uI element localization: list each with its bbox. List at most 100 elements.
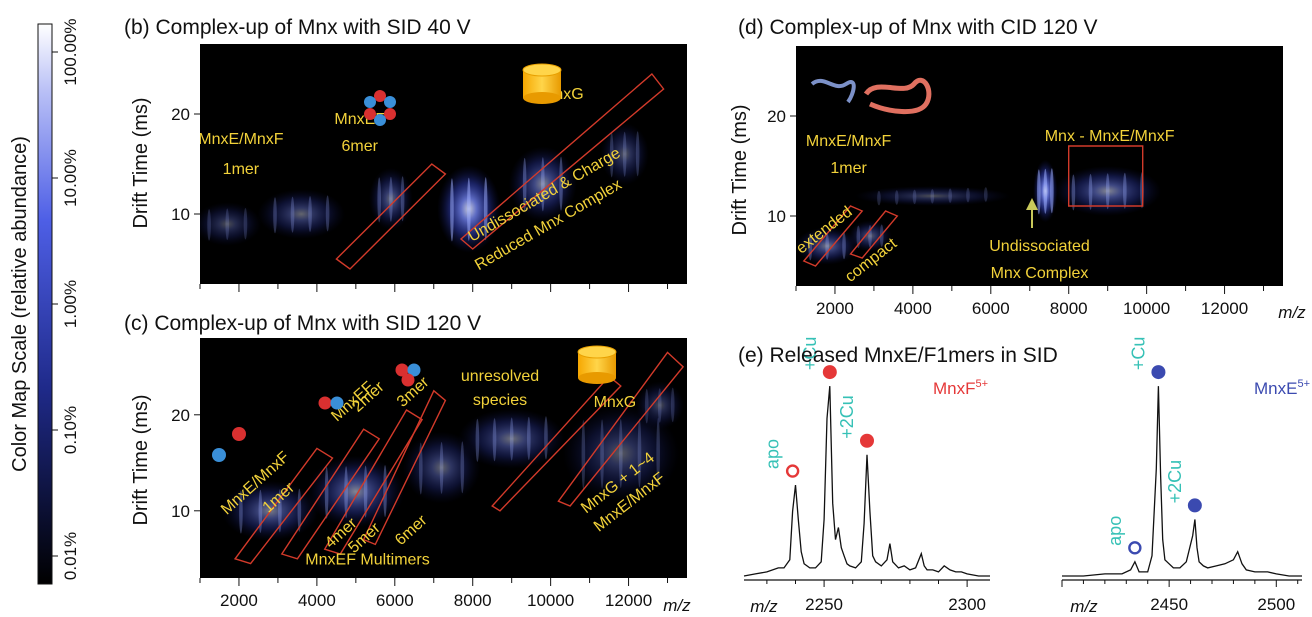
heatmap-streak [509, 417, 514, 461]
x-tick-label: 10000 [1123, 299, 1170, 318]
peak-label: +2Cu [1165, 460, 1185, 504]
region-box [491, 375, 622, 512]
heatmap-streak [894, 190, 899, 205]
x-tick-label: 8000 [1050, 299, 1088, 318]
heatmap-annotation: MnxG [594, 394, 637, 411]
heatmap-blob [635, 381, 685, 430]
y-tick-label: 20 [767, 107, 786, 126]
heatmap-streak [637, 418, 642, 488]
peak-marker-filled [822, 365, 837, 380]
y-tick-label: 10 [171, 502, 190, 521]
region-box [849, 210, 899, 259]
peak-label: +Cu [1128, 337, 1148, 371]
heatmap-streak [622, 131, 627, 177]
panel-b-ylabel: Drift Time (ms) [130, 97, 152, 228]
x-tick-label: 6000 [376, 591, 414, 610]
peak-marker-filled [1187, 498, 1202, 513]
heatmap-streak [1088, 173, 1093, 210]
x-tick-label: 2300 [948, 595, 986, 614]
heatmap-annotation: MnxE/MnxF [198, 131, 284, 148]
region-box [1067, 145, 1144, 207]
mnxg-cylinder-icon [577, 345, 617, 384]
panel-d-title: (d) Complex-up of Mnx with CID 120 V [738, 16, 1097, 39]
heatmap-streak [581, 420, 586, 490]
heatmap-streak [966, 187, 970, 203]
heatmap-streak [460, 441, 465, 494]
heatmap-streak [1123, 172, 1127, 209]
x-tick-label: 10000 [527, 591, 574, 610]
heatmap-streak [644, 388, 649, 424]
heatmap-streak [1050, 168, 1054, 214]
heatmap-streak [877, 190, 881, 206]
peak-marker-open [1128, 541, 1142, 555]
mnxe-monomer-icon [212, 448, 226, 462]
y-tick-label: 20 [171, 406, 190, 425]
peak-label: apo [1105, 516, 1125, 546]
panel-c-ylabel: Drift Time (ms) [130, 394, 152, 525]
region-box [280, 428, 381, 560]
heatmap-streak [207, 209, 211, 241]
spectrum-line [1062, 386, 1302, 577]
x-tick-label: 12000 [1201, 299, 1248, 318]
heatmap-streak [418, 442, 423, 495]
peak-marker-open [785, 464, 800, 478]
heatmap-blob [257, 189, 346, 239]
heatmap-annotation: Undissociated [989, 238, 1090, 255]
panel-e2-xlabel: m/z [1070, 597, 1098, 616]
mnxef-dimer-icon [318, 396, 344, 410]
heatmap-annotation: MnxE/MnxF [806, 133, 892, 150]
heatmap-streak [842, 232, 846, 260]
heatmap-streak [308, 196, 312, 232]
region-box [335, 163, 447, 270]
panel-e1: 2250 2300 apo +Cu +2Cu [743, 337, 990, 614]
x-tick-label: 2450 [1150, 595, 1188, 614]
heatmap-streak [1071, 174, 1076, 211]
heatmap-streak [983, 187, 988, 202]
heatmap-streak [656, 417, 660, 487]
heatmap-annotation: 6mer [342, 138, 379, 155]
heatmap-streak [1037, 169, 1041, 215]
panel-d-xlabel: m/z [1278, 303, 1306, 322]
x-tick-label: 4000 [298, 591, 336, 610]
colorbar-tick-label: 1.00% [61, 280, 80, 328]
heatmap-streak [930, 189, 935, 204]
x-tick-label: 2000 [816, 299, 854, 318]
heatmap-blob [368, 167, 413, 231]
heatmap-streak [618, 418, 623, 489]
x-tick-label: 6000 [972, 299, 1010, 318]
y-tick-label: 10 [767, 207, 786, 226]
heatmap-annotation: unresolved [461, 368, 539, 385]
heatmap-streak [559, 156, 563, 211]
heatmap-blob [508, 146, 577, 222]
heatmap-streak [475, 418, 480, 462]
heatmap-annotation: 1mer [223, 161, 260, 178]
heatmap-streak [635, 131, 640, 177]
heatmap-blob [307, 455, 405, 528]
heatmap-annotation: 1mer [830, 160, 867, 177]
heatmap-streak [483, 177, 488, 241]
colorbar-tick-label: 0.10% [61, 406, 80, 454]
heatmap-blob [200, 202, 262, 246]
heatmap-streak [290, 196, 295, 233]
region-box [802, 205, 864, 267]
colorbar-gradient [37, 23, 53, 585]
heatmap-streak [522, 157, 527, 212]
heatmap-annotation: MnxEF Multimers [305, 552, 429, 569]
heatmap-streak [600, 419, 604, 489]
region-box [362, 389, 447, 546]
panel-e-title: (e) Released MnxE/F1mers in SID [738, 344, 1058, 367]
heatmap-blob [562, 405, 680, 502]
colorbar-tick-label: 10.00% [61, 149, 80, 207]
heatmap-streak [243, 207, 248, 240]
heatmap-streak [273, 197, 277, 234]
mnxf-monomer-icon [232, 427, 246, 441]
peak-label: +Cu [800, 337, 820, 371]
heatmap-streak [239, 490, 243, 534]
heatmap-streak [912, 189, 917, 205]
peak-marker-filled [860, 433, 874, 448]
heatmap-streak [670, 387, 675, 423]
colorbar-tick-label: 100.00% [61, 18, 80, 85]
panel-c-title: (c) Complex-up of Mnx with SID 120 V [124, 312, 481, 335]
heatmap-streak [344, 466, 348, 519]
heatmap-streak [225, 208, 230, 241]
